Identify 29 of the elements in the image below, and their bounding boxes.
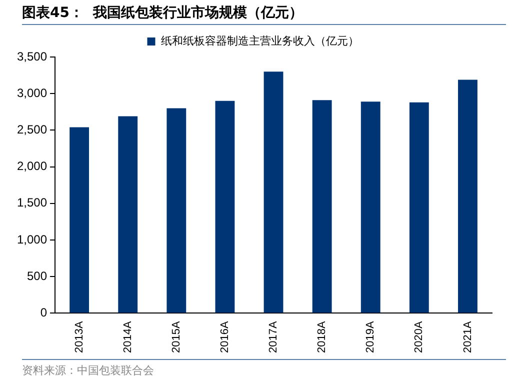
bar <box>215 100 235 313</box>
y-tick-label: 2,000 <box>17 159 48 174</box>
y-tick-label: 500 <box>27 268 48 283</box>
x-tick-label: 2017A <box>268 320 280 354</box>
x-tick-label: 2021A <box>462 320 474 354</box>
x-tick-label: 2019A <box>364 320 377 354</box>
bar <box>360 102 380 313</box>
y-tick-label: 2,500 <box>17 122 48 137</box>
x-tick-label: 2014A <box>122 320 134 354</box>
bar <box>264 72 284 313</box>
x-tick-label: 2013A <box>73 320 86 354</box>
y-tick-label: 0 <box>40 306 48 320</box>
bar <box>409 102 429 313</box>
bar <box>458 80 478 313</box>
y-tick-label: 3,500 <box>17 49 48 64</box>
bar <box>118 116 138 313</box>
y-tick-label: 3,000 <box>17 86 48 100</box>
x-tick-label: 2016A <box>218 320 231 354</box>
x-tick-label: 2015A <box>170 320 182 354</box>
legend-label: 纸和纸板容器制造主营业务收入（亿元） <box>160 34 359 48</box>
x-tick-label: 2018A <box>316 320 328 354</box>
chart-title: 图表45： 我国纸包装行业市场规模（亿元） <box>22 4 506 25</box>
bar <box>70 127 90 313</box>
y-tick-label: 1,500 <box>17 196 48 210</box>
x-tick-label: 2020A <box>413 320 426 354</box>
text: 资料来源：中国包装联合会 <box>22 359 506 378</box>
bar <box>312 100 332 313</box>
y-tick-label: 1,000 <box>17 232 48 246</box>
bar <box>166 108 186 313</box>
